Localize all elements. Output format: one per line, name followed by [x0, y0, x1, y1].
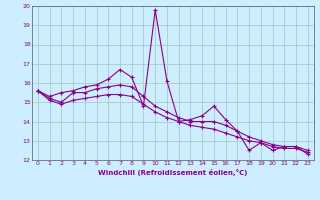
X-axis label: Windchill (Refroidissement éolien,°C): Windchill (Refroidissement éolien,°C): [98, 169, 247, 176]
